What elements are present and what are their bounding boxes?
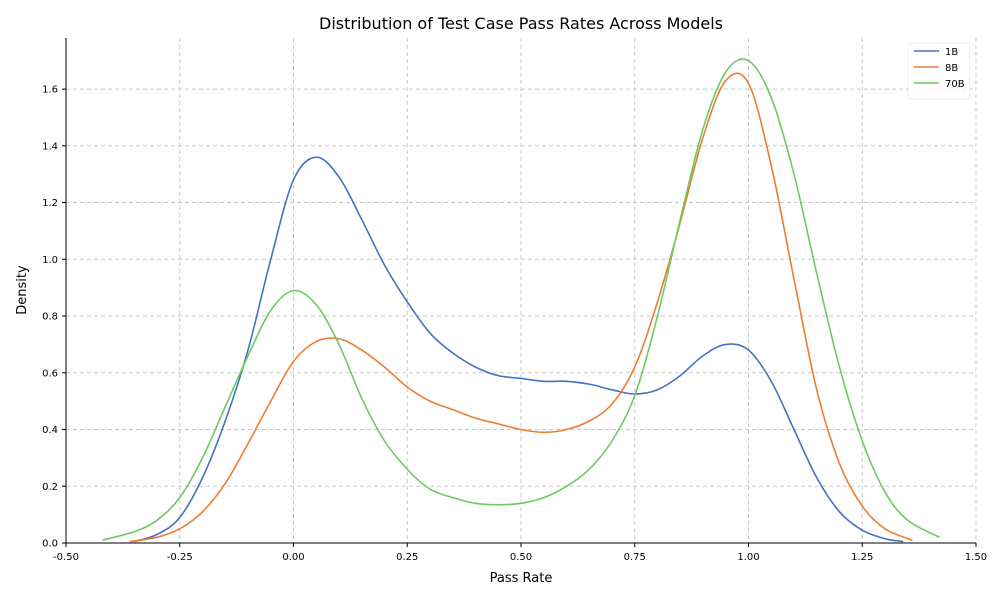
x-tick-label: 0.25 xyxy=(396,552,418,563)
series-line-1B xyxy=(134,156,904,543)
y-axis-label: Density xyxy=(15,265,30,315)
x-tick-label: 0.00 xyxy=(282,552,304,563)
y-tick-label: 0.2 xyxy=(42,482,58,493)
legend-label-8B: 8B xyxy=(945,63,958,74)
x-tick-label: 0.75 xyxy=(624,552,646,563)
x-axis-ticks: -0.50 -0.25 0.00 0.25 0.50 0.75 1.00 1.25 1.50 xyxy=(53,543,987,563)
x-tick-label: -0.50 xyxy=(53,552,79,563)
x-tick-label: 1.50 xyxy=(965,552,987,563)
series-line-8B xyxy=(129,72,913,543)
y-tick-label: 1.4 xyxy=(42,141,58,152)
chart-title: Distribution of Test Case Pass Rates Acr… xyxy=(319,14,723,33)
x-tick-label: 1.25 xyxy=(851,552,873,563)
y-tick-label: 0.0 xyxy=(42,539,58,550)
y-axis-ticks: 0.0 0.2 0.4 0.6 0.8 1.0 1.2 1.4 1.6 xyxy=(42,85,66,550)
series-layer xyxy=(102,58,940,543)
x-tick-label: 0.50 xyxy=(510,552,532,563)
series-line-70B xyxy=(102,58,940,541)
legend-label-70B: 70B xyxy=(945,79,965,90)
y-tick-label: 0.6 xyxy=(42,368,58,379)
legend-label-1B: 1B xyxy=(945,47,958,58)
y-tick-label: 1.2 xyxy=(42,198,58,209)
legend: 1B 8B 70B xyxy=(907,42,971,100)
x-tick-label: -0.25 xyxy=(167,552,193,563)
y-tick-label: 1.6 xyxy=(42,85,58,96)
x-axis-label: Pass Rate xyxy=(490,571,553,586)
y-tick-label: 0.8 xyxy=(42,312,58,323)
x-tick-label: 1.00 xyxy=(737,552,759,563)
grid xyxy=(65,38,977,544)
y-tick-label: 1.0 xyxy=(42,255,58,266)
y-tick-label: 0.4 xyxy=(42,425,58,436)
legend-box xyxy=(907,42,971,100)
